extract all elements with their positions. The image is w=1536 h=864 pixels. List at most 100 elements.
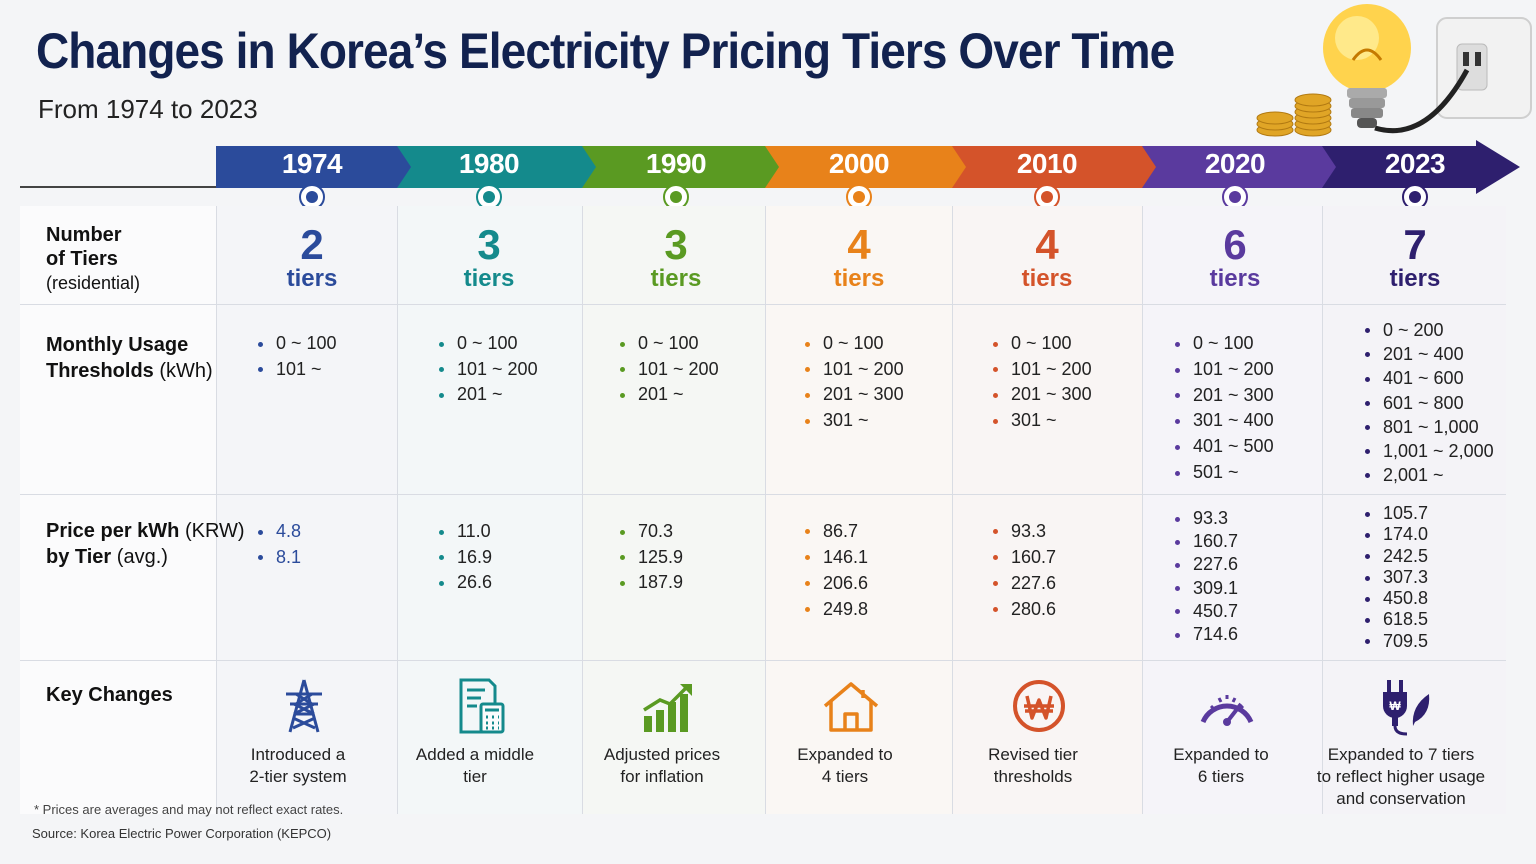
timeline-segment-2023 [1322, 140, 1520, 194]
threshold-item: 0 ~ 100 [256, 331, 337, 357]
threshold-item: 201 ~ 400 [1363, 342, 1494, 366]
threshold-item: 0 ~ 200 [1363, 318, 1494, 342]
price-list-1980: 11.0 16.9 26.6 [437, 519, 492, 596]
timeline-marker-2020 [1222, 184, 1248, 210]
threshold-item: 301 ~ [991, 408, 1092, 434]
rising-bar-chart-icon [643, 684, 692, 732]
price-item: 249.8 [803, 596, 868, 622]
threshold-item: 101 ~ 200 [991, 357, 1092, 383]
row-label-price: Price per kWh (KRW) by Tier (avg.) [46, 518, 245, 570]
tier-count-2000: 4 [847, 221, 871, 268]
price-item: 187.9 [618, 570, 683, 596]
price-item: 93.3 [991, 518, 1056, 544]
source-note: Source: Korea Electric Power Corporation… [32, 826, 332, 841]
threshold-list-1980: 0 ~ 100 101 ~ 200 201 ~ [437, 331, 538, 408]
price-item: 227.6 [991, 570, 1056, 596]
price-item: 86.7 [803, 518, 868, 544]
timeline-marker-1990 [663, 184, 689, 210]
threshold-list-2023: 0 ~ 200 201 ~ 400 401 ~ 600 601 ~ 800 801 ~ … [1363, 318, 1494, 487]
threshold-list-2020: 0 ~ 100 101 ~ 200 201 ~ 300 301 ~ 400 401 ~ … [1173, 331, 1274, 486]
won-coin-icon [1013, 680, 1065, 732]
tier-unit-2010: tiers [1021, 265, 1073, 292]
timeline-baseline [20, 186, 216, 188]
power-tower-icon [286, 679, 322, 733]
threshold-item: 1,001 ~ 2,000 [1363, 439, 1494, 463]
row-divider [20, 660, 1506, 661]
year-label-1980: 1980 [458, 148, 520, 179]
year-label-2010: 2010 [1016, 148, 1078, 179]
tier-unit-2000: tiers [833, 265, 885, 292]
row-label-tiers-title2: of Tiers [46, 248, 118, 270]
threshold-item: 301 ~ 400 [1173, 408, 1274, 434]
key-change-2020: Expanded to 6 tiers [1131, 744, 1311, 788]
threshold-item: 0 ~ 100 [991, 331, 1092, 357]
price-item: 16.9 [437, 545, 492, 571]
row-label-usage-title: Monthly Usage [46, 334, 189, 356]
year-label-1990: 1990 [645, 148, 707, 179]
key-change-line: Expanded to [797, 745, 893, 764]
key-change-line: to reflect higher usage [1316, 767, 1486, 786]
page-title: Changes in Korea’s Electricity Pricing T… [36, 23, 1175, 79]
price-item: 105.7 [1363, 503, 1428, 524]
tier-count-1980: 3 [477, 221, 501, 268]
price-list-2010: 93.3 160.7 227.6 280.6 [991, 518, 1056, 622]
price-item: 618.5 [1363, 609, 1428, 630]
comparison-table [20, 206, 1506, 814]
key-change-line: 6 tiers [1197, 767, 1245, 786]
timeline-segment-1980 [397, 146, 596, 188]
threshold-item: 301 ~ [803, 408, 904, 434]
row-label-usage: Monthly Usage Thresholds (kWh) [46, 332, 213, 384]
key-change-1990: Adjusted prices for inflation [572, 744, 752, 788]
threshold-item: 0 ~ 100 [437, 331, 538, 357]
threshold-item: 601 ~ 800 [1363, 391, 1494, 415]
svg-text:₩: ₩ [1389, 699, 1401, 713]
threshold-item: 201 ~ [618, 382, 719, 408]
key-change-1974: Introduced a 2-tier system [208, 744, 388, 788]
timeline-segment-1990 [582, 146, 779, 188]
price-item: 714.6 [1173, 623, 1238, 646]
threshold-list-1990: 0 ~ 100 101 ~ 200 201 ~ [618, 331, 719, 408]
key-change-line: Adjusted prices [603, 745, 721, 764]
threshold-item: 101 ~ 200 [437, 357, 538, 383]
key-change-1980: Added a middle tier [385, 744, 565, 788]
year-label-2020: 2020 [1204, 148, 1266, 179]
tier-unit-1990: tiers [650, 265, 702, 292]
row-divider [20, 494, 1506, 495]
column-divider [582, 206, 583, 814]
price-item: 11.0 [437, 519, 492, 545]
threshold-item: 0 ~ 100 [803, 331, 904, 357]
price-item: 26.6 [437, 570, 492, 596]
column-divider [1322, 206, 1323, 814]
price-item: 70.3 [618, 519, 683, 545]
threshold-item: 101 ~ 200 [803, 357, 904, 383]
price-item: 4.8 [256, 519, 301, 545]
price-item: 450.7 [1173, 600, 1238, 623]
price-item: 8.1 [256, 545, 301, 571]
price-item: 307.3 [1363, 567, 1428, 588]
row-label-price-sub: (avg.) [116, 546, 168, 568]
row-label-tiers: Number of Tiers (residential) [46, 222, 140, 296]
year-label-2023: 2023 [1384, 148, 1446, 179]
footnote: * Prices are averages and may not reflec… [34, 802, 344, 817]
price-item: 227.6 [1173, 553, 1238, 576]
page-subtitle: From 1974 to 2023 [38, 94, 258, 124]
tier-count-1990: 3 [664, 221, 688, 268]
timeline-segment-2000 [765, 146, 966, 188]
gauge-icon [1200, 695, 1254, 726]
price-item: 160.7 [991, 544, 1056, 570]
price-item: 146.1 [803, 544, 868, 570]
threshold-item: 2,001 ~ [1363, 463, 1494, 487]
key-change-line: Introduced a [250, 745, 346, 764]
key-change-line: 4 tiers [821, 767, 869, 786]
threshold-item: 101 ~ 200 [1173, 357, 1274, 383]
lightbulb-coins-illustration [1256, 4, 1532, 137]
price-item: 309.1 [1173, 577, 1238, 600]
threshold-item: 0 ~ 100 [618, 331, 719, 357]
key-change-2000: Expanded to 4 tiers [755, 744, 935, 788]
year-label-1974: 1974 [281, 148, 343, 179]
row-label-changes: Key Changes [46, 684, 173, 706]
column-divider [397, 206, 398, 814]
tier-unit-2023: tiers [1389, 265, 1441, 292]
key-change-2023: Expanded to 7 tiers to reflect higher usa… [1311, 744, 1491, 810]
column-divider [216, 206, 217, 814]
